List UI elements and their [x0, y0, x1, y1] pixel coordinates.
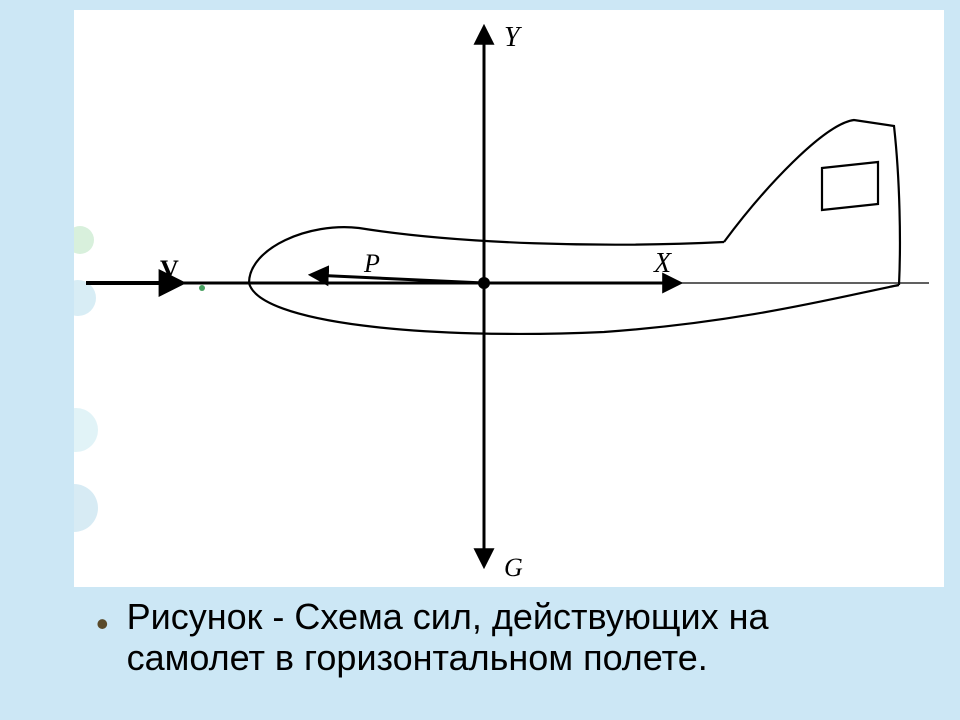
caption-text: Рисунок - Схема сил, действующих на само…: [127, 596, 916, 679]
bullet-icon: •: [96, 606, 109, 642]
forces-diagram-svg: Y G X V P: [74, 10, 944, 587]
origin-point: [478, 277, 490, 289]
caption: • Рисунок - Схема сил, действующих на са…: [96, 596, 916, 679]
figure-diagram: Y G X V P: [74, 10, 944, 587]
p-label: P: [363, 249, 380, 278]
airplane-outline: [249, 120, 900, 334]
x-label: X: [653, 248, 672, 279]
g-label: G: [504, 553, 523, 582]
scan-noise: [74, 226, 205, 532]
slide: Y G X V P • Рисунок - Схема сил, действу…: [0, 0, 960, 720]
v-label: V: [160, 255, 179, 284]
y-axis-label: Y: [504, 22, 523, 53]
